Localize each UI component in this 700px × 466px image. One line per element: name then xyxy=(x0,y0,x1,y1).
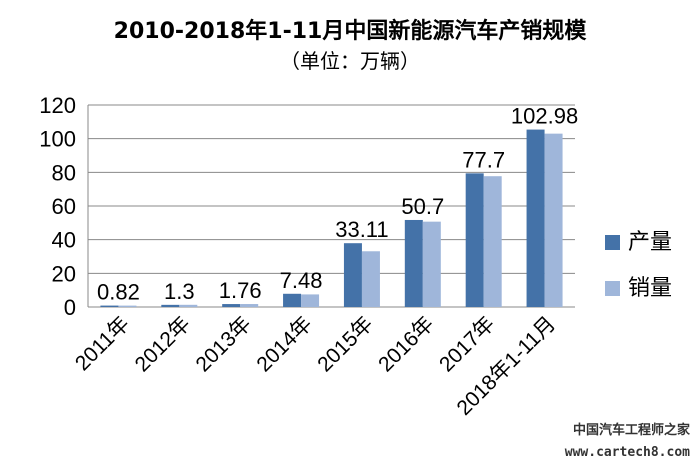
chart-title: 2010-2018年1-11月中国新能源汽车产销规模 xyxy=(114,18,588,44)
x-tick-label: 2015年 xyxy=(313,312,377,376)
data-label: 0.82 xyxy=(97,280,140,305)
legend-swatch xyxy=(605,281,620,296)
bar-production xyxy=(404,219,423,307)
x-axis-ticks: 2011年2012年2013年2014年2015年2016年2017年2018年… xyxy=(71,312,560,420)
bar-sales xyxy=(361,251,380,307)
bar-sales xyxy=(422,221,441,307)
chart-subtitle: （单位：万辆） xyxy=(280,49,420,73)
data-label: 7.48 xyxy=(280,268,323,293)
bar-sales xyxy=(544,133,563,307)
bar-production xyxy=(100,305,119,307)
bars xyxy=(100,129,563,307)
y-tick-label: 0 xyxy=(64,295,76,320)
bar-production xyxy=(222,304,241,307)
y-tick-label: 20 xyxy=(52,261,76,286)
legend-swatch xyxy=(605,235,620,250)
bar-production xyxy=(343,243,362,307)
data-label: 1.76 xyxy=(219,278,262,303)
y-tick-label: 40 xyxy=(52,228,76,253)
data-label: 77.7 xyxy=(462,147,505,172)
gridlines xyxy=(87,104,575,308)
x-tick-label: 2011年 xyxy=(71,312,134,375)
y-axis-ticks: 0 20 40 60 80 100 120 xyxy=(39,93,76,320)
bar-production xyxy=(161,304,180,307)
bar-sales xyxy=(483,176,502,307)
y-tick-label: 60 xyxy=(52,194,76,219)
watermark-line2: www.cartech8.com xyxy=(565,445,690,460)
y-tick-label: 120 xyxy=(39,93,76,118)
bar-sales xyxy=(118,305,137,307)
x-tick-label: 2012年 xyxy=(131,312,195,376)
data-label: 1.3 xyxy=(164,279,195,304)
x-tick-label: 2016年 xyxy=(374,312,438,376)
bar-sales xyxy=(179,304,198,307)
data-label: 102.98 xyxy=(511,104,578,129)
data-label: 50.7 xyxy=(401,194,444,219)
x-tick-label: 2013年 xyxy=(192,312,256,376)
watermark-line1: 中国汽车工程师之家 xyxy=(573,422,691,438)
bar-production xyxy=(526,129,545,307)
y-tick-label: 80 xyxy=(52,160,76,185)
watermark: 中国汽车工程师之家 www.cartech8.com xyxy=(565,422,691,460)
data-label: 33.11 xyxy=(335,217,388,242)
legend-label: 产量 xyxy=(628,230,672,255)
y-tick-label: 100 xyxy=(39,127,76,152)
x-tick-label: 2014年 xyxy=(252,312,316,376)
bar-sales xyxy=(301,294,320,307)
bar-production xyxy=(283,293,302,307)
bar-production xyxy=(465,173,484,307)
legend-label: 销量 xyxy=(628,276,672,301)
bar-sales xyxy=(240,304,259,307)
